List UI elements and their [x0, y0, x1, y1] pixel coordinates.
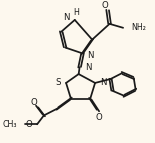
Text: H: H [73, 8, 79, 17]
Text: CH₃: CH₃ [2, 120, 17, 129]
Text: N: N [63, 13, 70, 22]
Text: O: O [96, 113, 102, 122]
Text: O: O [101, 1, 108, 10]
Text: NH₂: NH₂ [131, 23, 146, 32]
Text: O: O [31, 98, 38, 107]
Text: S: S [56, 78, 61, 87]
Text: O: O [26, 120, 32, 129]
Text: N: N [100, 78, 106, 87]
Text: N: N [85, 63, 92, 72]
Text: N: N [87, 51, 94, 60]
